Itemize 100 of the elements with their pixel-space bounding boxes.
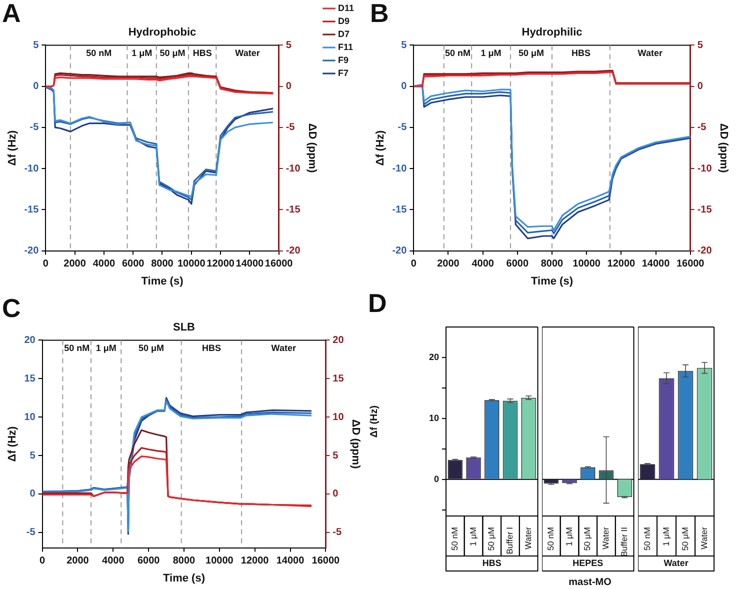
y2-tick-label: 10 — [332, 412, 344, 423]
y2-axis-title: ΔD (ppm) — [306, 123, 318, 174]
y-tick-label: -5 — [30, 122, 40, 134]
annotation: 50 μM — [138, 343, 164, 354]
x-tick-label: 4000 — [472, 258, 494, 270]
x-tick-label: 10000 — [572, 258, 601, 270]
y-tick-label: -20 — [24, 246, 40, 257]
x-tick-label: 8000 — [540, 258, 564, 270]
text: mast-MO — [568, 576, 612, 588]
x-axis-title: Time (s) — [141, 275, 184, 288]
x-tick-label: Buffer I — [504, 527, 515, 554]
y-tick-label: 0 — [401, 81, 408, 92]
x-tick-label: 50 nM — [546, 527, 556, 551]
y-tick-label: 10 — [428, 412, 439, 423]
x-tick-label: 14000 — [236, 258, 264, 270]
annotation: 50 μM — [518, 48, 544, 58]
x-tick-label: 12000 — [607, 258, 636, 270]
annotation: 1 μM — [132, 48, 152, 58]
x-tick-label: 50 nM — [450, 527, 460, 551]
y-tick-label: 20 — [24, 334, 36, 346]
x-tick-label: 6000 — [137, 556, 160, 567]
x-tick-label: 1 μM — [564, 527, 574, 546]
text: A — [2, 0, 21, 28]
y-tick-label: -15 — [24, 204, 40, 216]
x-tick-label: 50 nM — [642, 527, 652, 551]
x-tick-label: 50 μM — [680, 527, 690, 551]
y-axis-title: Δf (Hz) — [368, 405, 380, 438]
y2-axis-title: ΔD (ppm) — [349, 419, 362, 470]
x-axis-title: HEPES — [572, 558, 604, 568]
y-axis-title: Δf (Hz) — [6, 130, 19, 166]
annotation: Water — [638, 48, 663, 58]
x-tick-label: 12000 — [206, 258, 235, 270]
y-tick-label: 15 — [24, 373, 36, 384]
x-tick-label: 14000 — [642, 258, 670, 270]
annotation: 50 μM — [160, 48, 186, 58]
x-tick-label: 50 μM — [582, 527, 592, 551]
text: D — [368, 288, 387, 318]
y-tick-label: 5 — [30, 450, 36, 462]
y-tick-label: 0 — [30, 488, 36, 500]
y-tick-label: 0 — [434, 474, 439, 484]
y-tick-label: 0 — [33, 81, 40, 92]
legend-label: D7 — [338, 28, 350, 39]
y2-tick-label: 5 — [286, 40, 292, 51]
y-tick-label: 5 — [33, 40, 40, 51]
legend-label: F11 — [338, 42, 353, 52]
x-tick-label: Water — [698, 526, 709, 550]
legend-label: D9 — [338, 16, 350, 26]
x-tick-label: 8000 — [151, 258, 174, 270]
x-tick-label: 0 — [410, 258, 417, 270]
y2-tick-label: 5 — [697, 40, 704, 51]
x-tick-label: 2000 — [66, 556, 90, 567]
x-axis-title: Time (s) — [163, 572, 206, 584]
x-tick-label: 16000 — [264, 258, 294, 270]
y-tick-label: -10 — [24, 163, 40, 174]
x-tick-label: 10000 — [206, 556, 234, 567]
y2-tick-label: 5 — [332, 450, 339, 462]
legend-label: F7 — [338, 68, 348, 78]
legend-label: D11 — [338, 2, 354, 13]
y2-tick-label: 20 — [332, 334, 344, 346]
y2-tick-label: -20 — [286, 246, 301, 257]
text: B — [370, 0, 389, 28]
x-tick-label: 16000 — [676, 258, 705, 270]
x-tick-label: 12000 — [240, 556, 270, 567]
x-tick-label: 1 μM — [468, 527, 478, 546]
y2-tick-label: 0 — [286, 81, 292, 92]
x-tick-label: 50 μM — [486, 527, 496, 551]
y2-tick-label: 15 — [332, 373, 344, 384]
y-tick-label: -20 — [392, 246, 408, 257]
y-tick-label: -5 — [398, 122, 408, 134]
y2-tick-label: 0 — [332, 488, 339, 500]
y2-tick-label: -10 — [697, 163, 712, 174]
annotation: HBS — [202, 343, 221, 354]
x-tick-label: 8000 — [172, 556, 196, 567]
annotation: Water — [271, 343, 296, 354]
chart-title: Hydrophilic — [522, 26, 582, 39]
x-tick-label: 2000 — [64, 258, 86, 270]
y-tick-label: 5 — [401, 40, 408, 51]
x-tick-label: 1 μM — [660, 527, 671, 546]
x-tick-label: Water — [522, 526, 533, 550]
x-tick-label: 14000 — [276, 556, 305, 567]
y-tick-label: -5 — [26, 527, 36, 538]
y2-axis-title: ΔD (ppm) — [717, 123, 730, 174]
x-tick-label: 0 — [42, 258, 49, 270]
y2-tick-label: -15 — [286, 204, 301, 216]
x-tick-label: 6000 — [506, 258, 529, 270]
y-axis-title: Δf (Hz) — [374, 130, 387, 166]
annotation: 50 nM — [444, 48, 471, 58]
annotation: 1 μM — [96, 343, 116, 354]
text: C — [2, 293, 21, 324]
y2-tick-label: -5 — [332, 527, 342, 538]
y-tick-label: 20 — [428, 352, 439, 362]
annotation: HBS — [192, 48, 212, 58]
annotation: 50 nM — [64, 343, 90, 354]
x-axis-title: Time (s) — [531, 275, 574, 288]
y2-tick-label: -10 — [286, 163, 301, 174]
y-tick-label: -15 — [392, 204, 408, 216]
y2-tick-label: -15 — [697, 204, 712, 216]
y-tick-label: -10 — [392, 163, 408, 174]
annotation: 50 nM — [86, 48, 112, 58]
x-tick-label: 16000 — [312, 556, 340, 567]
